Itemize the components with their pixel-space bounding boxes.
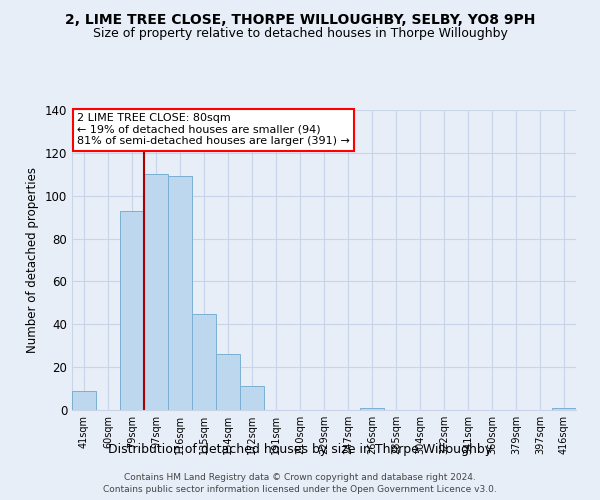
Text: Size of property relative to detached houses in Thorpe Willoughby: Size of property relative to detached ho… bbox=[92, 28, 508, 40]
Text: Distribution of detached houses by size in Thorpe Willoughby: Distribution of detached houses by size … bbox=[108, 442, 492, 456]
Bar bbox=[240, 386, 264, 410]
Text: 2, LIME TREE CLOSE, THORPE WILLOUGHBY, SELBY, YO8 9PH: 2, LIME TREE CLOSE, THORPE WILLOUGHBY, S… bbox=[65, 12, 535, 26]
Bar bbox=[360, 408, 384, 410]
Bar bbox=[168, 176, 192, 410]
Y-axis label: Number of detached properties: Number of detached properties bbox=[26, 167, 39, 353]
Text: Contains public sector information licensed under the Open Government Licence v3: Contains public sector information licen… bbox=[103, 485, 497, 494]
Bar bbox=[216, 354, 240, 410]
Text: Contains HM Land Registry data © Crown copyright and database right 2024.: Contains HM Land Registry data © Crown c… bbox=[124, 472, 476, 482]
Bar bbox=[72, 390, 96, 410]
Bar bbox=[552, 408, 576, 410]
Text: 2 LIME TREE CLOSE: 80sqm
← 19% of detached houses are smaller (94)
81% of semi-d: 2 LIME TREE CLOSE: 80sqm ← 19% of detach… bbox=[77, 113, 350, 146]
Bar bbox=[192, 314, 216, 410]
Bar bbox=[120, 210, 144, 410]
Bar bbox=[144, 174, 168, 410]
